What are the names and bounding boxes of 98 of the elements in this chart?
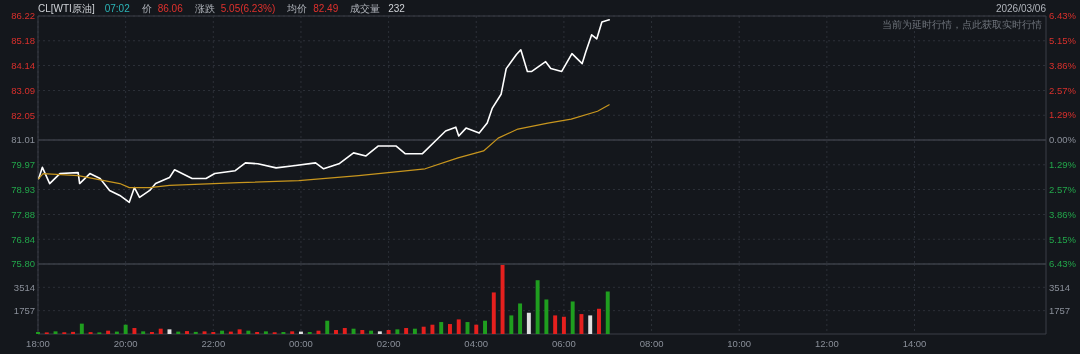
y2-tick-label: 2.57% [1049, 183, 1077, 195]
text: 82.49 [313, 2, 339, 14]
bar [334, 330, 338, 334]
y-tick-label: 77.88 [11, 208, 35, 220]
bar [202, 331, 207, 334]
text: 成交量 [350, 2, 381, 14]
bar [246, 330, 251, 334]
bar [447, 324, 452, 334]
y-tick-label: 78.93 [11, 183, 35, 195]
text: 涨跌 [194, 2, 215, 14]
bar [53, 331, 58, 334]
text: 86.06 [157, 2, 184, 14]
y-tick-label: 1757 [13, 304, 35, 316]
y2-tick-label: 5.15% [1049, 233, 1077, 245]
bar [483, 320, 487, 334]
bar [342, 328, 347, 334]
y-tick-label: 79.97 [11, 159, 35, 171]
bar [526, 312, 531, 334]
x-tick-label: 18:00 [26, 338, 50, 349]
y-tick-label: 76.84 [11, 233, 35, 245]
text: 价 [140, 2, 152, 14]
y-tick-label: 75.80 [11, 258, 35, 270]
bar [132, 328, 137, 334]
bar [421, 326, 426, 334]
bar [290, 331, 295, 334]
bar [377, 331, 382, 334]
y2-tick-label: 3.86% [1049, 59, 1077, 71]
y2-tick-label: 2.57% [1049, 84, 1077, 96]
x-tick-label: 14:00 [902, 338, 927, 349]
bar [193, 331, 198, 334]
y-tick-label: 3514 [13, 281, 35, 293]
text: 5.05(6.23%) [220, 2, 276, 14]
x-tick-label: 12:00 [814, 338, 839, 349]
bar [597, 308, 601, 334]
bar [605, 291, 610, 334]
bar [325, 320, 330, 334]
bar [220, 330, 225, 334]
bar [500, 264, 505, 334]
y2-tick-label: 1757 [1049, 304, 1071, 316]
bar [509, 315, 514, 334]
bar [263, 331, 268, 334]
bar [395, 329, 400, 334]
bar [158, 328, 163, 334]
y2-tick-label: 6.43% [1049, 10, 1077, 22]
x-tick-label: 04:00 [464, 338, 489, 349]
x-tick-label: 00:00 [289, 338, 313, 349]
text: 均价 [286, 2, 308, 14]
bar [412, 328, 417, 334]
x-tick-label: 10:00 [727, 338, 752, 349]
bar [106, 330, 111, 334]
bar [79, 323, 84, 334]
bar [351, 328, 356, 334]
y2-tick-label: 6.43% [1049, 258, 1077, 270]
y2-tick-label: 5.15% [1049, 35, 1077, 47]
bar [518, 303, 523, 334]
y2-tick-label: 1.29% [1049, 159, 1077, 171]
bar [588, 315, 593, 334]
line-series [38, 104, 610, 189]
bar [439, 322, 444, 334]
bar [544, 299, 549, 334]
line-series [37, 19, 610, 204]
bar [535, 280, 540, 334]
bar [430, 324, 435, 334]
bar [71, 331, 76, 334]
y2-tick-label: 3514 [1049, 281, 1071, 293]
x-tick-label: 08:00 [639, 338, 664, 349]
text: 07:02 [104, 2, 131, 14]
bar [185, 331, 189, 334]
bar [491, 292, 496, 334]
bar [404, 328, 409, 334]
bar [474, 324, 479, 334]
bar [141, 331, 146, 334]
text: 232 [388, 2, 406, 14]
y-tick-label: 84.14 [11, 59, 35, 71]
chart-title: CL[WTI原油] [38, 2, 95, 14]
y-tick-label: 86.22 [11, 10, 35, 22]
bar [360, 330, 365, 334]
bar [553, 315, 558, 334]
y2-tick-label: 3.86% [1049, 208, 1077, 220]
y-tick-label: 81.01 [11, 134, 35, 146]
bar [123, 324, 128, 334]
bar [369, 330, 374, 334]
y2-tick-label: 1.29% [1049, 109, 1077, 121]
bar [579, 314, 584, 334]
text: 2026/03/06 [995, 2, 1047, 14]
x-tick-label: 22:00 [201, 338, 226, 349]
bar [570, 301, 575, 334]
y2-tick-label: 0.00% [1049, 134, 1077, 146]
y-tick-label: 85.18 [11, 35, 35, 47]
x-tick-label: 20:00 [113, 338, 138, 349]
y-tick-label: 83.09 [11, 84, 35, 96]
bar [237, 329, 242, 334]
bar [561, 316, 566, 334]
bar [456, 319, 461, 334]
x-tick-label: 06:00 [552, 338, 576, 349]
y-tick-label: 82.05 [11, 109, 35, 121]
x-tick-label: 02:00 [376, 338, 401, 349]
bar [386, 330, 391, 334]
